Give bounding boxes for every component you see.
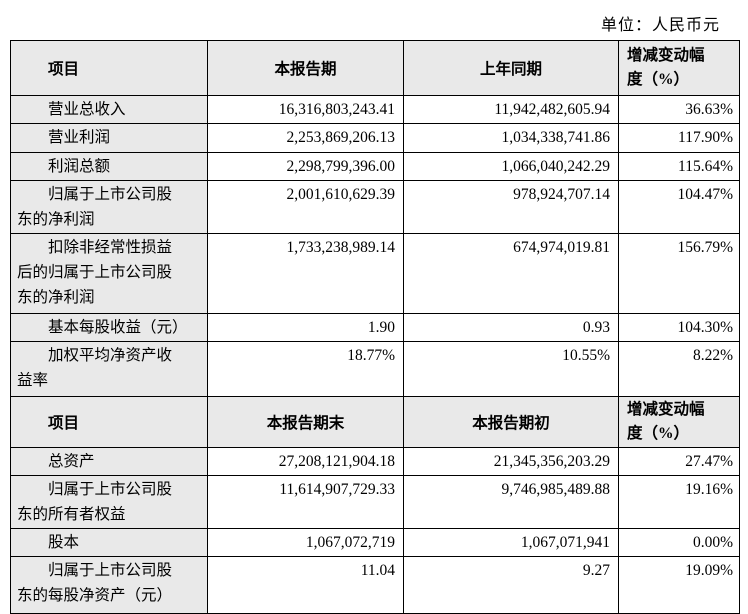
unit-label: 单位：人民币元 [600,17,720,34]
row-label: 归属于上市公司股 东的净利润 [10,180,208,234]
row-label: 加权平均净资产收 益率 [10,341,208,397]
change-value: 19.09% [618,556,740,614]
table-row: 总资产 27,208,121,904.18 21,345,356,203.29 … [10,447,740,476]
balance-sheet-table: 项目 本报告期末 本报告期初 增减变动幅 度（%） 总资产 27,208,121… [10,396,740,614]
prior-value: 21,345,356,203.29 [403,447,619,476]
prior-value: 1,066,040,242.29 [403,152,619,181]
row-label: 扣除非经常性损益 后的归属于上市公司股 东的净利润 [10,233,208,314]
col-header-item: 项目 [10,396,208,448]
prior-value: 978,924,707.14 [403,180,619,234]
table-row: 归属于上市公司股 东的每股净资产（元） 11.04 9.27 19.09% [10,556,740,614]
financial-summary-tables: 项目 本报告期 上年同期 增减变动幅 度（%） 营业总收入 16,316,803… [10,40,740,614]
col-header-item: 项目 [10,40,208,96]
prior-value: 0.93 [403,313,619,342]
row-label: 利润总额 [10,152,208,181]
change-value: 8.22% [618,341,740,397]
current-value: 18.77% [207,341,404,397]
table-row: 营业总收入 16,316,803,243.41 11,942,482,605.9… [10,95,740,124]
current-value: 1,067,072,719 [207,528,404,557]
prior-value: 674,974,019.81 [403,233,619,314]
table-row: 加权平均净资产收 益率 18.77% 10.55% 8.22% [10,341,740,397]
col-header-period-end: 本报告期末 [207,396,404,448]
change-value: 156.79% [618,233,740,314]
reporting-period-table: 项目 本报告期 上年同期 增减变动幅 度（%） 营业总收入 16,316,803… [10,40,740,397]
current-value: 1,733,238,989.14 [207,233,404,314]
change-value: 115.64% [618,152,740,181]
prior-value: 9,746,985,489.88 [403,475,619,529]
current-value: 11.04 [207,556,404,614]
prior-value: 10.55% [403,341,619,397]
prior-value: 11,942,482,605.94 [403,95,619,124]
table-row: 扣除非经常性损益 后的归属于上市公司股 东的净利润 1,733,238,989.… [10,233,740,314]
current-value: 27,208,121,904.18 [207,447,404,476]
current-value: 2,298,799,396.00 [207,152,404,181]
change-value: 117.90% [618,123,740,153]
row-label: 股本 [10,528,208,557]
row-label: 归属于上市公司股 东的每股净资产（元） [10,556,208,614]
row-label: 基本每股收益（元） [10,313,208,342]
change-value: 19.16% [618,475,740,529]
table2-header-row: 项目 本报告期末 本报告期初 增减变动幅 度（%） [10,396,740,448]
col-header-change: 增减变动幅 度（%） [618,40,740,96]
change-value: 36.63% [618,95,740,124]
col-header-change: 增减变动幅 度（%） [618,396,740,448]
current-value: 2,001,610,629.39 [207,180,404,234]
row-label: 营业利润 [10,123,208,153]
current-value: 2,253,869,206.13 [207,123,404,153]
col-header-period-start: 本报告期初 [403,396,619,448]
current-value: 1.90 [207,313,404,342]
table-row: 归属于上市公司股 东的所有者权益 11,614,907,729.33 9,746… [10,475,740,529]
change-value: 104.47% [618,180,740,234]
change-value: 27.47% [618,447,740,476]
table-row: 归属于上市公司股 东的净利润 2,001,610,629.39 978,924,… [10,180,740,234]
col-header-prior: 上年同期 [403,40,619,96]
current-value: 11,614,907,729.33 [207,475,404,529]
table-row: 股本 1,067,072,719 1,067,071,941 0.00% [10,528,740,557]
prior-value: 1,034,338,741.86 [403,123,619,153]
row-label: 营业总收入 [10,95,208,124]
table1-header-row: 项目 本报告期 上年同期 增减变动幅 度（%） [10,40,740,96]
prior-value: 1,067,071,941 [403,528,619,557]
table-row: 利润总额 2,298,799,396.00 1,066,040,242.29 1… [10,152,740,181]
prior-value: 9.27 [403,556,619,614]
table-row: 营业利润 2,253,869,206.13 1,034,338,741.86 1… [10,123,740,153]
change-value: 0.00% [618,528,740,557]
row-label: 归属于上市公司股 东的所有者权益 [10,475,208,529]
row-label: 总资产 [10,447,208,476]
current-value: 16,316,803,243.41 [207,95,404,124]
change-value: 104.30% [618,313,740,342]
table-row: 基本每股收益（元） 1.90 0.93 104.30% [10,313,740,342]
col-header-current: 本报告期 [207,40,404,96]
